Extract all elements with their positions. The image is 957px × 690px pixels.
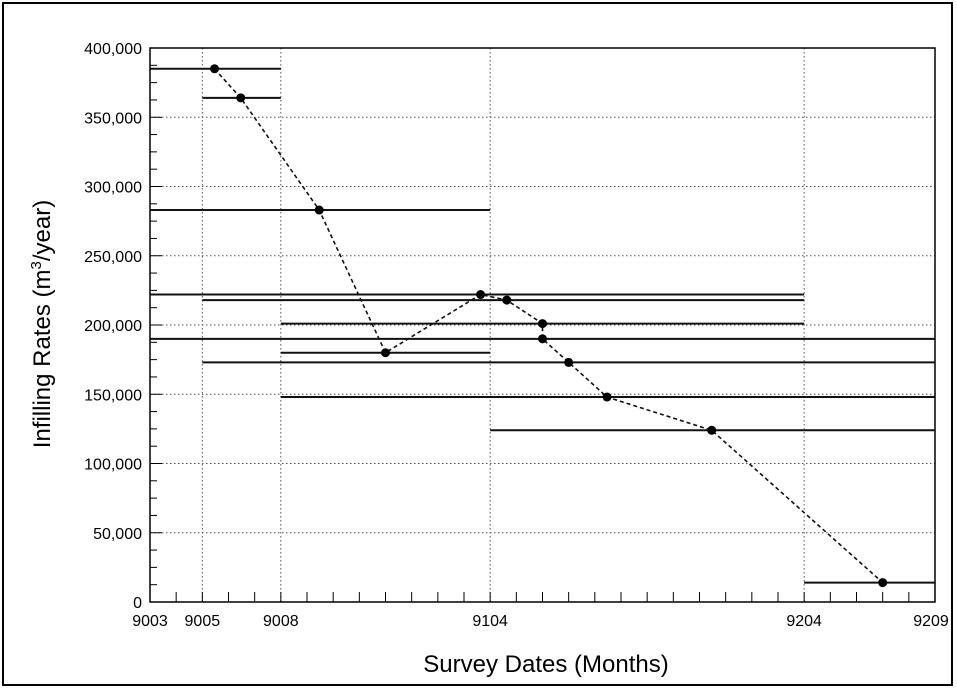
y-tick-label: 0 <box>133 595 142 612</box>
data-point <box>210 64 220 74</box>
data-point <box>538 334 547 344</box>
y-tick-label: 200,000 <box>84 318 142 335</box>
data-point <box>314 205 324 215</box>
y-axis-ticks: 0 50,000 100,000 150,000 200,000 250,000 300,0… <box>84 41 162 612</box>
data-point <box>476 290 486 300</box>
y-tick-label: 150,000 <box>84 387 142 404</box>
y-tick-label: 250,000 <box>84 249 142 266</box>
x-tick-label: 9005 <box>185 613 221 630</box>
data-point <box>602 392 612 402</box>
midpoint-series <box>210 64 888 588</box>
data-point <box>564 357 574 367</box>
data-point <box>502 295 512 305</box>
data-point <box>538 319 547 329</box>
x-tick-label: 9008 <box>263 613 299 630</box>
data-point <box>236 93 246 103</box>
y-tick-label: 350,000 <box>84 110 142 127</box>
y-tick-label: 50,000 <box>93 526 142 543</box>
y-tick-label: 300,000 <box>84 180 142 197</box>
y-axis-title-end: /year) <box>29 200 56 261</box>
trend-line <box>213 68 884 584</box>
x-tick-label: 9104 <box>472 613 508 630</box>
y-axis-title-main: Infilling Rates (m <box>29 269 56 448</box>
x-axis-title: Survey Dates (Months) <box>423 651 668 678</box>
y-tick-label: 400,000 <box>84 41 142 58</box>
data-point <box>707 425 717 435</box>
x-tick-label: 9209 <box>913 613 949 630</box>
data-point <box>381 348 390 358</box>
y-tick-label: 100,000 <box>84 457 142 474</box>
y-axis-title: Infilling Rates (m3/year) <box>28 200 56 448</box>
data-point <box>878 578 888 588</box>
x-tick-label: 9003 <box>132 613 168 630</box>
x-axis-ticks: 9003 9005 9008 9104 9204 9209 <box>132 592 949 630</box>
y-axis-title-superscript: 3 <box>28 261 45 269</box>
x-tick-label: 9204 <box>786 613 822 630</box>
